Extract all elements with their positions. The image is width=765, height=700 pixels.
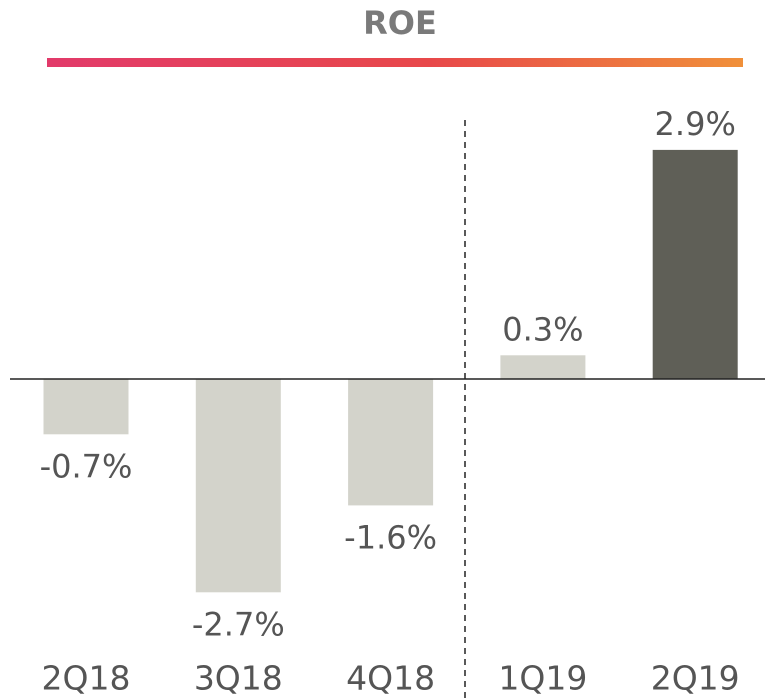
title-rule (47, 58, 743, 67)
value-label: -1.6% (344, 518, 437, 556)
bar (652, 149, 738, 379)
value-label: 2.9% (655, 105, 736, 143)
value-label: -0.7% (40, 447, 133, 485)
x-tick-label: 2Q19 (651, 659, 740, 698)
x-tick-label: 4Q18 (346, 659, 435, 698)
chart-title: ROE (363, 4, 437, 42)
value-label: 0.3% (502, 310, 583, 348)
x-tick-label: 3Q18 (194, 659, 283, 698)
x-tick-label: 2Q18 (42, 659, 131, 698)
bar (500, 355, 586, 379)
bar (195, 379, 281, 593)
bar (43, 379, 129, 435)
x-tick-label: 1Q19 (498, 659, 587, 698)
bar (348, 379, 434, 506)
value-label: -2.7% (192, 605, 285, 643)
